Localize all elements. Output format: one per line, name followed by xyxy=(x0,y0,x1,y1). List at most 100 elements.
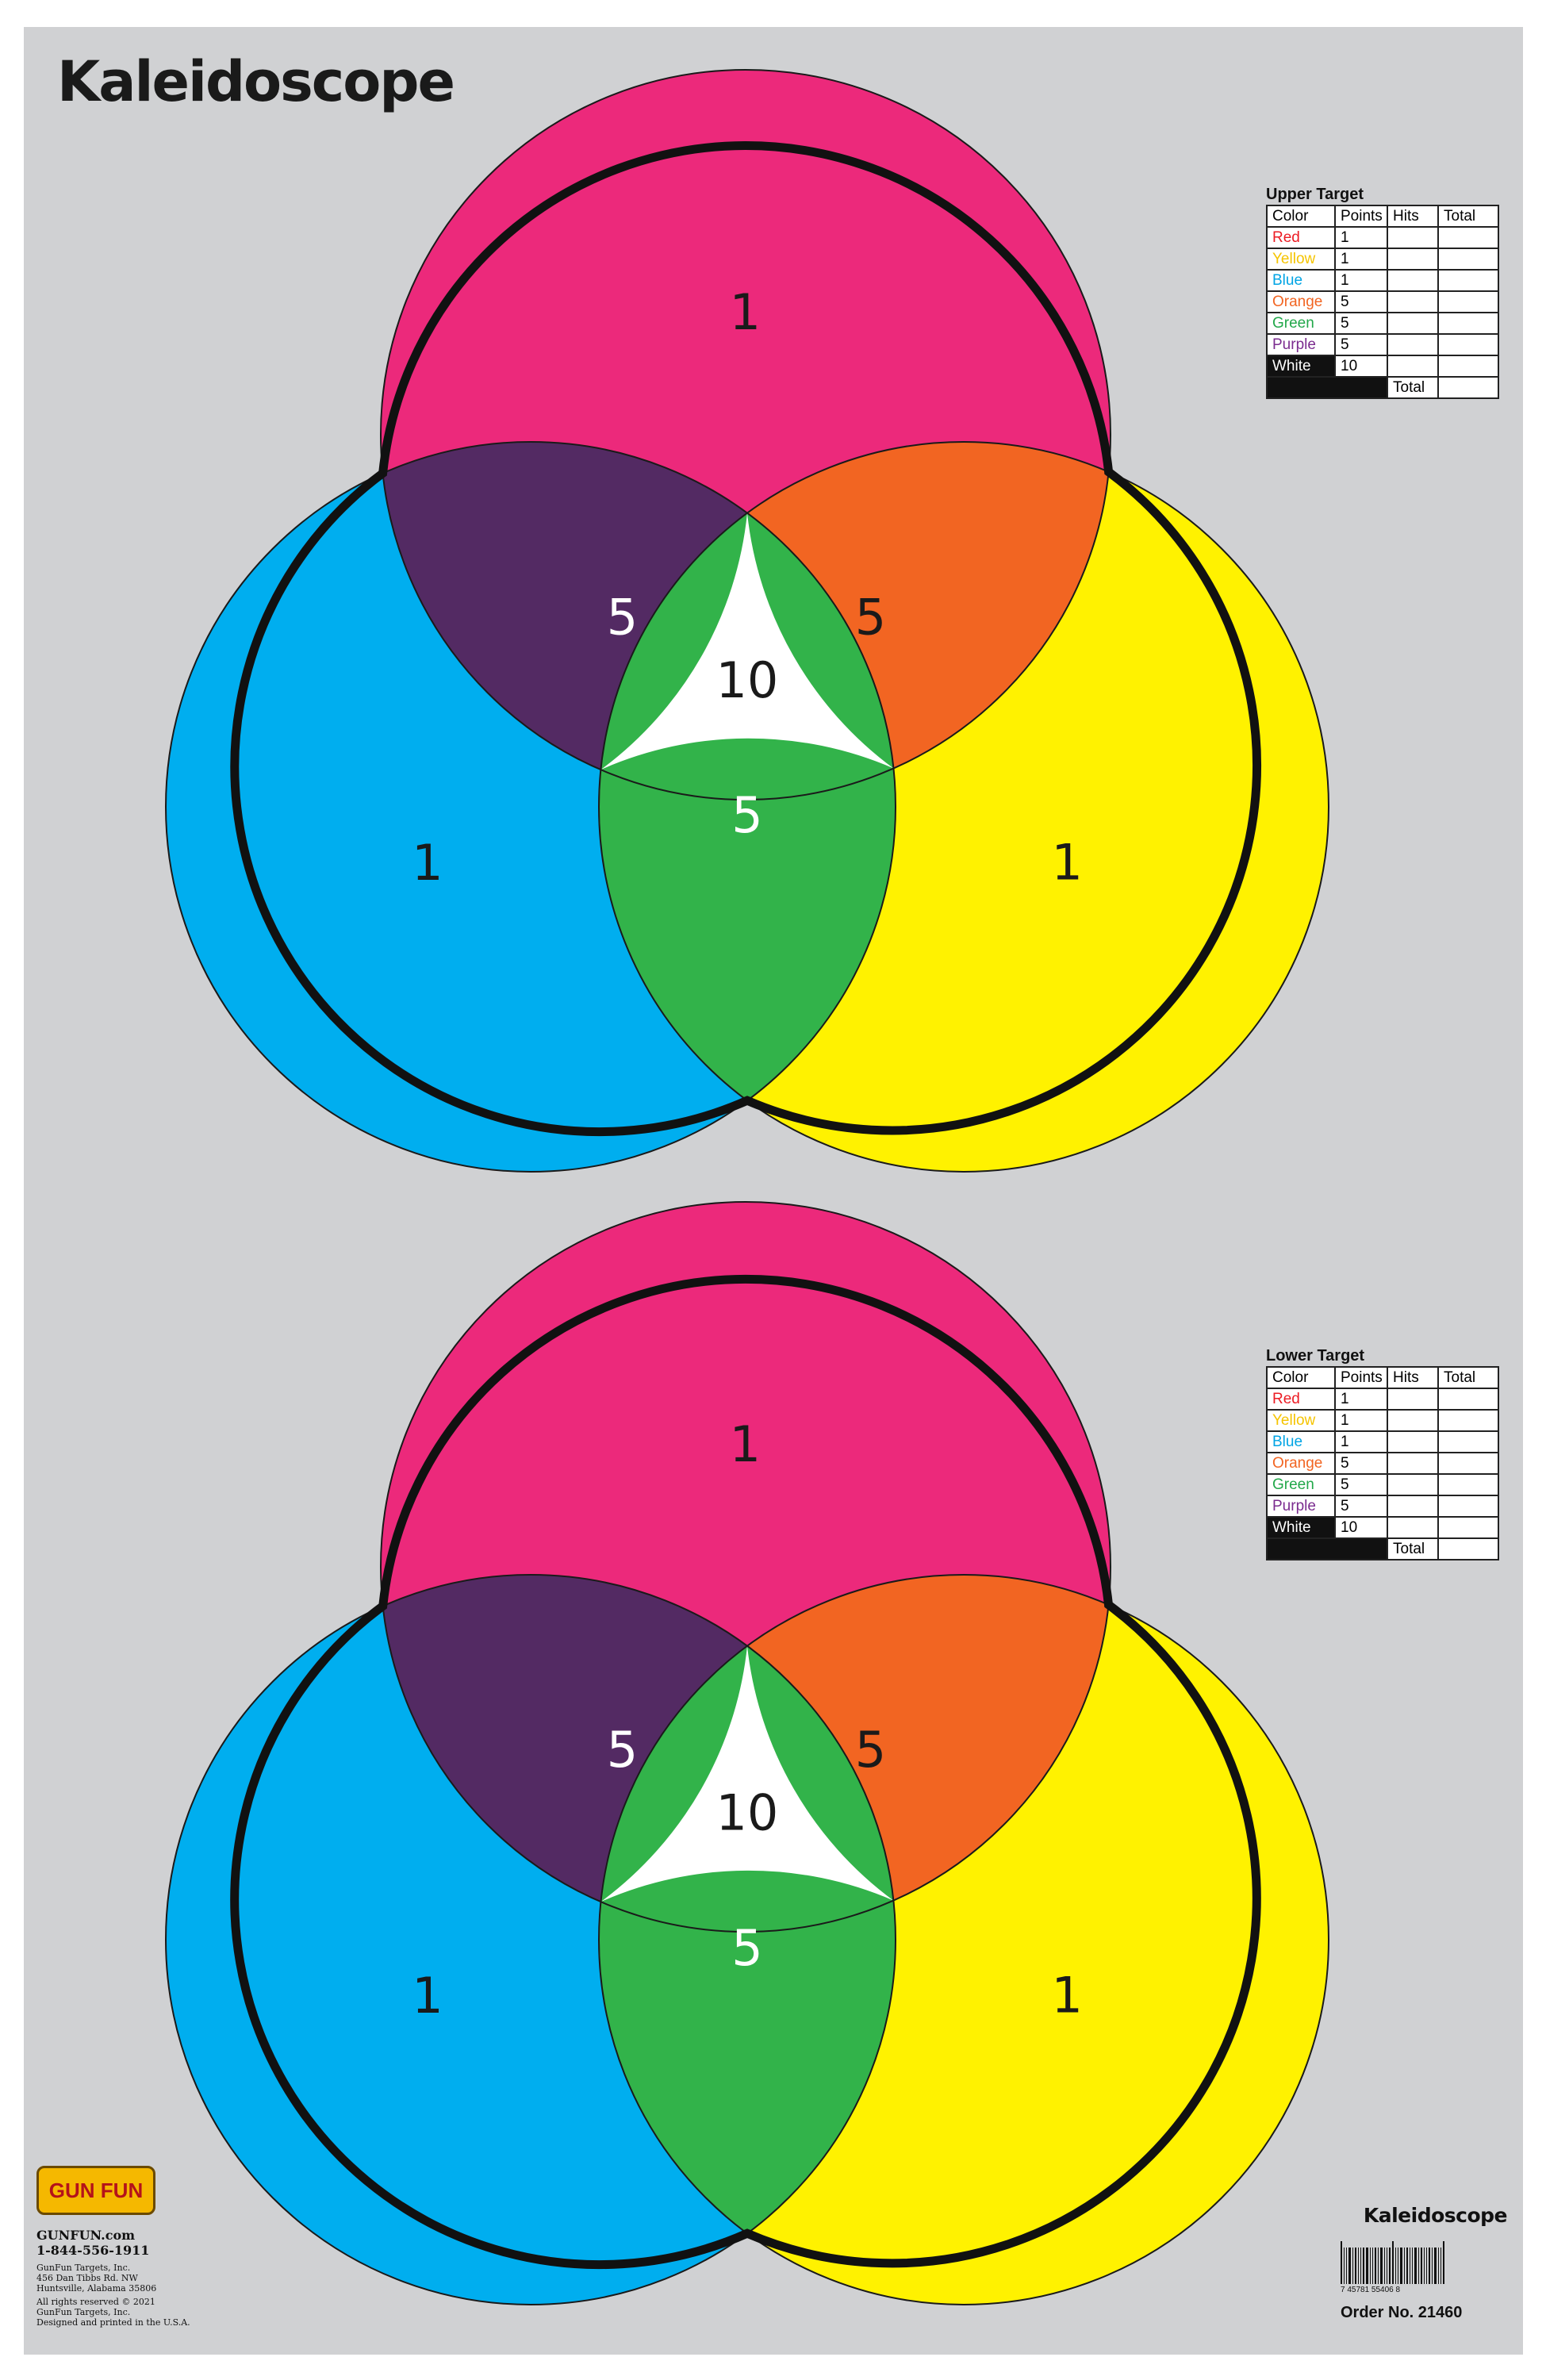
score-color-cell: Red xyxy=(1266,226,1336,249)
brand-printed: Designed and printed in the U.S.A. xyxy=(36,2317,190,2328)
score-hits-cell[interactable] xyxy=(1387,226,1439,249)
score-hits-cell[interactable] xyxy=(1387,1388,1439,1411)
blue-circle-line xyxy=(165,441,896,1173)
score-color-cell: Green xyxy=(1266,312,1336,335)
score-hits-cell[interactable] xyxy=(1387,355,1439,378)
barcode-bar xyxy=(1380,2248,1383,2284)
white-region xyxy=(600,512,894,770)
score-total-cell[interactable] xyxy=(1437,1516,1499,1539)
barcode-bar xyxy=(1375,2248,1376,2284)
barcode-bar xyxy=(1341,2241,1342,2284)
score-points-cell: 1 xyxy=(1334,248,1388,271)
score-total-cell[interactable] xyxy=(1437,226,1499,249)
barcode-digits: 7 45781 55406 8 xyxy=(1341,2286,1401,2294)
score-hits-cell[interactable] xyxy=(1387,312,1439,335)
score-color-cell: White xyxy=(1266,355,1336,378)
score-hits-cell[interactable] xyxy=(1387,1452,1439,1475)
score-table: Color Points Hits Total Red 1 Yellow 1 Blue 1 Oran… xyxy=(1266,205,1499,399)
score-points-cell: 10 xyxy=(1334,1516,1388,1539)
barcode-bar xyxy=(1426,2248,1427,2284)
red-score-label: 1 xyxy=(730,283,761,341)
white-region xyxy=(600,1645,894,1902)
score-total-cell[interactable] xyxy=(1437,355,1499,378)
barcode-bar xyxy=(1414,2248,1417,2284)
score-total-label: Total xyxy=(1387,1537,1439,1560)
barcode-bar xyxy=(1412,2248,1413,2284)
footer-block: Kaleidoscope 7 45781 55406 8 Order No. 2… xyxy=(1341,2204,1515,2322)
barcode-bar xyxy=(1418,2248,1419,2284)
score-points-cell: 1 xyxy=(1334,1430,1388,1453)
score-hits-cell[interactable] xyxy=(1387,248,1439,271)
score-table-header: Total xyxy=(1437,205,1499,228)
score-color-cell: Purple xyxy=(1266,1495,1336,1518)
purple-score-label: 5 xyxy=(607,1721,638,1779)
score-table-header: Color xyxy=(1266,205,1336,228)
barcode-bar xyxy=(1443,2241,1444,2284)
target-outline xyxy=(230,141,1261,1137)
barcode-bar xyxy=(1384,2248,1385,2284)
score-total-cell[interactable] xyxy=(1437,1452,1499,1475)
score-table: Color Points Hits Total Red 1 Yellow 1 Blue 1 Oran… xyxy=(1266,1366,1499,1560)
score-total-cell[interactable] xyxy=(1437,248,1499,271)
score-hits-cell[interactable] xyxy=(1387,333,1439,356)
score-color-cell: White xyxy=(1266,1516,1336,1539)
brand-company-2: GunFun Targets, Inc. xyxy=(36,2307,131,2317)
score-total-cell[interactable] xyxy=(1437,333,1499,356)
barcode-bar xyxy=(1346,2248,1347,2284)
score-total-cell[interactable] xyxy=(1437,1409,1499,1432)
score-table-header-row: Color Points Hits Total xyxy=(1266,205,1499,228)
score-total-cell[interactable] xyxy=(1437,1388,1499,1411)
score-grand-total-cell[interactable] xyxy=(1437,376,1499,399)
score-hits-cell[interactable] xyxy=(1387,1430,1439,1453)
score-total-label: Total xyxy=(1387,376,1439,399)
score-total-cell[interactable] xyxy=(1437,1473,1499,1496)
score-hits-cell[interactable] xyxy=(1387,1516,1439,1539)
blue-score-label: 1 xyxy=(412,1967,443,2025)
green-score-label: 5 xyxy=(731,786,762,844)
barcode-bar xyxy=(1363,2248,1364,2284)
score-total-cell[interactable] xyxy=(1437,269,1499,292)
score-table-row: White 10 xyxy=(1266,1516,1499,1539)
score-hits-cell[interactable] xyxy=(1387,290,1439,313)
brand-address-2: Huntsville, Alabama 35806 xyxy=(36,2283,157,2294)
score-total-cell[interactable] xyxy=(1437,1430,1499,1453)
score-points-cell: 5 xyxy=(1334,312,1388,335)
score-total-cell[interactable] xyxy=(1437,312,1499,335)
score-total-cell[interactable] xyxy=(1437,290,1499,313)
barcode-bar xyxy=(1360,2248,1361,2284)
score-table-row: Blue 1 xyxy=(1266,1430,1499,1453)
score-table-total-row: Total xyxy=(1266,376,1499,399)
score-color-cell: Red xyxy=(1266,1388,1336,1411)
barcode-bar xyxy=(1389,2248,1391,2284)
score-table-row: White 10 xyxy=(1266,355,1499,378)
score-points-cell: 5 xyxy=(1334,1473,1388,1496)
score-table-row: Yellow 1 xyxy=(1266,1409,1499,1432)
red-circle-line xyxy=(380,1201,1111,1933)
score-table-caption: Lower Target xyxy=(1266,1347,1365,1365)
score-table-row: Purple 5 xyxy=(1266,333,1499,356)
brand-block: GUN FUN GUNFUN.com 1-844-556-1911 GunFun… xyxy=(36,2166,190,2328)
yellow-circle-line xyxy=(598,1574,1329,2305)
score-table-row: Orange 5 xyxy=(1266,290,1499,313)
score-total-cell[interactable] xyxy=(1437,1495,1499,1518)
blue-score-label: 1 xyxy=(412,834,443,892)
score-points-cell: 5 xyxy=(1334,1495,1388,1518)
score-hits-cell[interactable] xyxy=(1387,1473,1439,1496)
barcode-bar xyxy=(1404,2248,1405,2284)
score-table-header-row: Color Points Hits Total xyxy=(1266,1366,1499,1389)
score-hits-cell[interactable] xyxy=(1387,269,1439,292)
score-points-cell: 10 xyxy=(1334,355,1388,378)
barcode-bar xyxy=(1355,2248,1356,2284)
score-table-header: Points xyxy=(1334,205,1388,228)
score-table-header: Points xyxy=(1334,1366,1388,1389)
red-circle-line xyxy=(380,69,1111,800)
barcode-bar xyxy=(1372,2248,1373,2284)
brand-phone: 1-844-556-1911 xyxy=(36,2243,150,2258)
score-hits-cell[interactable] xyxy=(1387,1495,1439,1518)
barcode-bar xyxy=(1400,2248,1402,2284)
score-color-cell: Blue xyxy=(1266,269,1336,292)
score-hits-cell[interactable] xyxy=(1387,1409,1439,1432)
score-grand-total-cell[interactable] xyxy=(1437,1537,1499,1560)
gunfun-logo: GUN FUN xyxy=(36,2166,155,2215)
orange-score-label: 5 xyxy=(855,1721,886,1779)
